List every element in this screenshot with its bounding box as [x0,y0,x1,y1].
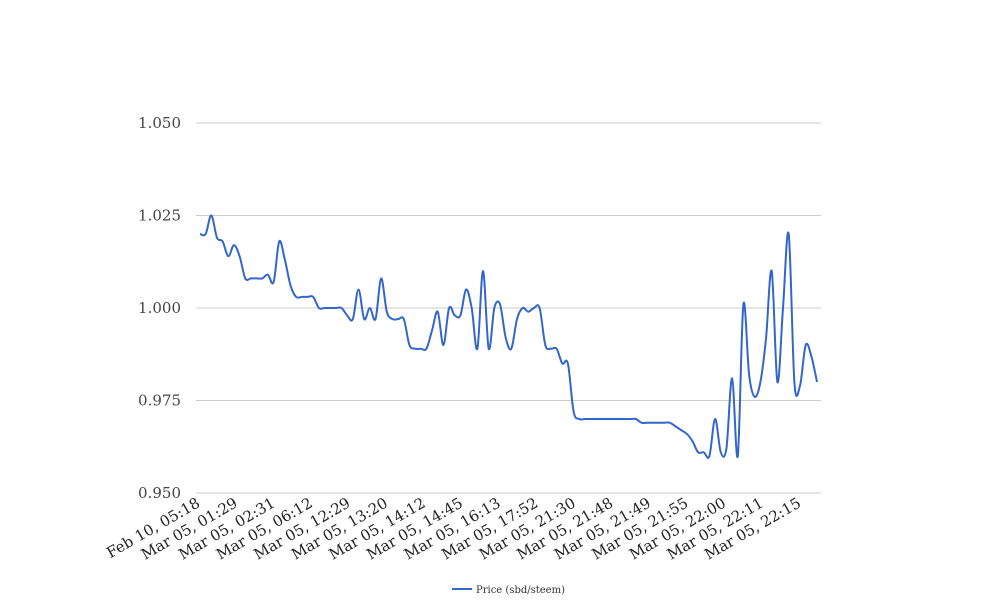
y-tick-label: 0.950 [138,484,181,502]
legend: Price (sbd/steem) [452,585,565,596]
series-line [199,214,818,459]
y-tick-label: 1.000 [138,299,181,317]
y-axis-ticks: 1.050 1.025 1.000 0.975 0.950 [138,114,181,502]
legend-label: Price (sbd/steem) [476,585,565,596]
gridlines [196,122,821,494]
y-tick-label: 0.975 [138,392,181,410]
y-tick-label: 1.050 [138,114,181,132]
y-tick-label: 1.025 [138,207,181,225]
plot-area [199,214,818,459]
